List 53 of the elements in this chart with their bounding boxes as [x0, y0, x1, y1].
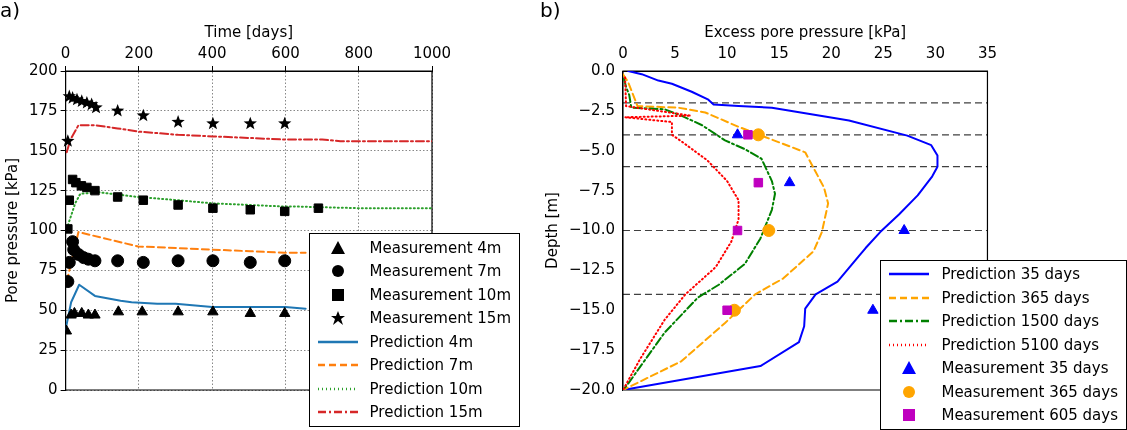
y-tick-label: −15.0	[569, 300, 615, 319]
y-tick-label: 200	[28, 60, 58, 79]
x-axis-title: Time [days]	[203, 22, 294, 41]
y-tick-label: 25	[38, 340, 58, 359]
x-axis-title: Excess pore pressure [kPa]	[704, 22, 907, 41]
x-tick-label: 200	[124, 43, 154, 62]
legend-label: Measurement 365 days	[941, 382, 1118, 401]
legend-label: Prediction 35 days	[941, 265, 1080, 284]
x-tick-label: 35	[977, 43, 997, 62]
y-axis-title: Pore pressure [kPa]	[2, 157, 21, 304]
legend-label: Prediction 1500 days	[941, 312, 1100, 331]
y-tick-label: 175	[28, 100, 58, 119]
legend-label: Prediction 10m	[369, 379, 483, 398]
y-tick-label: 125	[28, 180, 58, 199]
y-tick-label: −5.0	[578, 140, 615, 159]
legend-label: Measurement 605 days	[941, 406, 1118, 425]
x-tick-label: 20	[821, 43, 841, 62]
y-tick-label: −12.5	[569, 260, 615, 279]
y-tick-label: 50	[38, 300, 58, 319]
chart-title: a)	[0, 0, 21, 23]
legend-label: Measurement 7m	[369, 262, 502, 281]
x-tick-label: 25	[873, 43, 893, 62]
x-tick-label: 30	[925, 43, 945, 62]
x-tick-label: 10	[717, 43, 737, 62]
legend-label: Prediction 15m	[369, 403, 483, 422]
y-tick-label: 0.0	[591, 60, 615, 79]
legend-label: Prediction 5100 days	[941, 335, 1100, 354]
x-tick-label: 0	[60, 43, 71, 62]
y-tick-label: 75	[38, 260, 58, 279]
x-tick-label: 15	[769, 43, 789, 62]
x-tick-label: 5	[670, 43, 680, 62]
y-tick-label: −17.5	[569, 340, 615, 359]
y-tick-label: 150	[28, 140, 58, 159]
y-tick-label: −2.5	[578, 100, 615, 119]
legend-label: Prediction 365 days	[941, 288, 1090, 307]
x-tick-label: 600	[271, 43, 300, 62]
y-tick-label: −20.0	[569, 379, 615, 398]
legend-label: Measurement 4m	[369, 238, 502, 257]
chart-title: b)	[540, 0, 561, 23]
legend-label: Prediction 4m	[369, 332, 473, 351]
x-tick-label: 400	[197, 43, 227, 62]
y-tick-label: 0	[48, 379, 58, 398]
legend-label: Prediction 7m	[369, 356, 473, 375]
y-tick-label: −7.5	[578, 180, 615, 199]
y-tick-label: −10.0	[569, 220, 615, 239]
y-axis-title: Depth [m]	[542, 192, 561, 269]
x-tick-label: 0	[618, 43, 628, 62]
y-tick-label: 100	[28, 220, 58, 239]
legend-label: Measurement 35 days	[941, 359, 1109, 378]
x-tick-label: 1000	[412, 43, 452, 62]
x-tick-label: 800	[344, 43, 374, 62]
legend-label: Measurement 15m	[369, 309, 511, 328]
legend-label: Measurement 10m	[369, 285, 511, 304]
